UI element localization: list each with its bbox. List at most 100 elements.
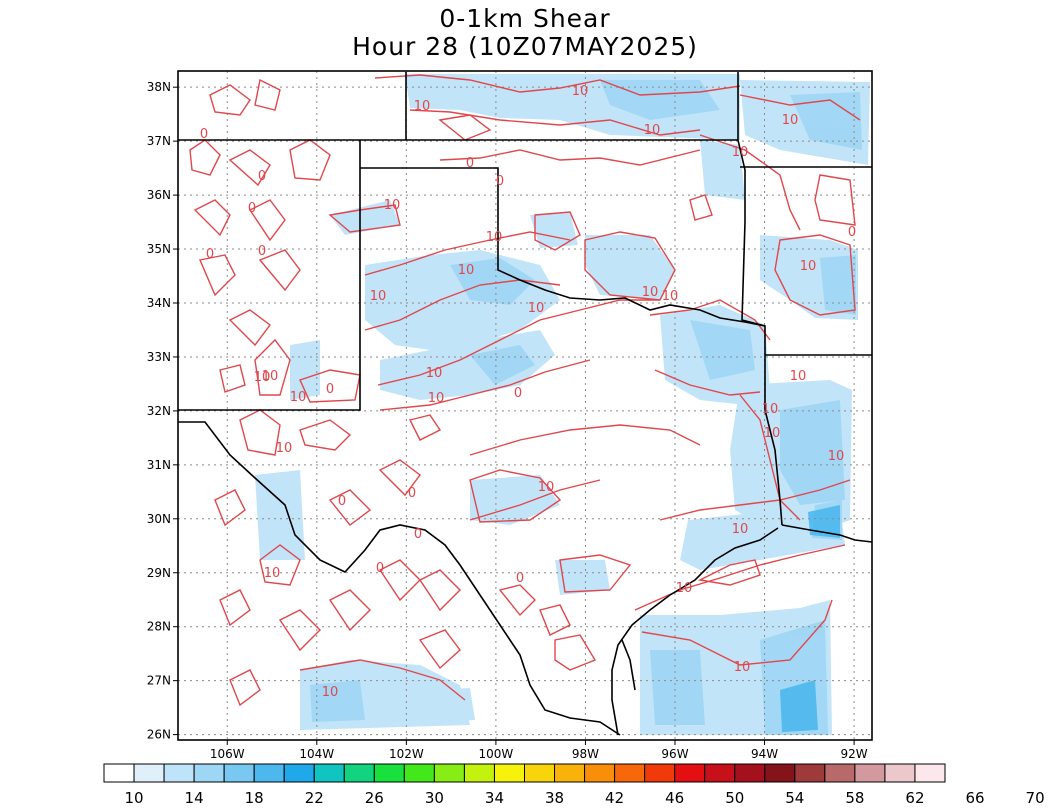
colorbar-swatch bbox=[674, 763, 706, 783]
contour-label-10: 10 bbox=[732, 522, 749, 537]
lat-tick-label: 37N bbox=[147, 134, 171, 148]
contour-label-0: 0 bbox=[258, 244, 266, 259]
lat-tick-label: 32N bbox=[147, 404, 171, 418]
contour-label-10: 10 bbox=[458, 263, 475, 278]
lon-tick-label: 104W bbox=[299, 747, 334, 761]
colorbar-label: 54 bbox=[785, 789, 804, 807]
contour-label-0: 0 bbox=[408, 486, 416, 501]
colorbar-label: 46 bbox=[665, 789, 684, 807]
contour-label-10: 10 bbox=[644, 123, 661, 138]
contour-label-10: 10 bbox=[384, 198, 401, 213]
contour-label-0: 0 bbox=[338, 494, 346, 509]
contour-label-10: 10 bbox=[414, 99, 431, 114]
colorbar-swatch bbox=[103, 763, 135, 783]
contour-label-10: 10 bbox=[642, 285, 659, 300]
colorbar-swatch bbox=[884, 763, 916, 783]
lat-tick-label: 35N bbox=[147, 242, 171, 256]
colorbar-label: 30 bbox=[425, 789, 444, 807]
contour-label-10: 10 bbox=[370, 289, 387, 304]
contour-label-10: 10 bbox=[262, 369, 279, 384]
lat-tick-label: 26N bbox=[147, 728, 171, 742]
colorbar-swatch bbox=[524, 763, 556, 783]
contour-label-0: 0 bbox=[848, 225, 856, 240]
lat-tick-label: 27N bbox=[147, 674, 171, 688]
contour-label-10: 10 bbox=[276, 441, 293, 456]
colorbar-label: 62 bbox=[905, 789, 924, 807]
colorbar-label: 66 bbox=[965, 789, 984, 807]
colorbar-swatch bbox=[223, 763, 255, 783]
colorbar-label: 42 bbox=[605, 789, 624, 807]
political-borders bbox=[178, 72, 872, 736]
colorbar-label: 22 bbox=[305, 789, 324, 807]
colorbar-swatch bbox=[313, 763, 345, 783]
colorbar: 10 14 18 22 26 30 34 38 42 46 50 54 58 62 66 70 bbox=[103, 763, 1045, 807]
graticule bbox=[178, 71, 872, 740]
colorbar-swatch bbox=[283, 763, 315, 783]
shear-contours bbox=[189, 74, 861, 707]
lat-tick-label: 34N bbox=[147, 296, 171, 310]
contour-label-10: 10 bbox=[538, 480, 555, 495]
lon-tick-label: 92W bbox=[841, 747, 868, 761]
axes: 26N 27N 28N 29N 30N 31N 32N 33N 34N 35N 36N 37N 38N 1… bbox=[147, 80, 868, 761]
contour-label-0: 0 bbox=[496, 174, 504, 189]
colorbar-label: 38 bbox=[545, 789, 564, 807]
colorbar-swatch bbox=[133, 763, 165, 783]
colorbar-swatch bbox=[493, 763, 526, 783]
colorbar-swatch bbox=[644, 763, 676, 783]
lon-tick-label: 102W bbox=[389, 747, 424, 761]
colorbar-label: 18 bbox=[245, 789, 264, 807]
lat-tick-label: 38N bbox=[147, 80, 171, 94]
contour-label-0: 0 bbox=[258, 169, 266, 184]
colorbar-swatch bbox=[403, 763, 435, 783]
shear-shading bbox=[255, 74, 870, 735]
colorbar-swatch bbox=[614, 763, 646, 783]
colorbar-label: 70 bbox=[1026, 789, 1045, 807]
colorbar-swatch bbox=[914, 763, 946, 783]
lon-tick-label: 98W bbox=[572, 747, 599, 761]
colorbar-label: 14 bbox=[185, 789, 204, 807]
colorbar-swatch bbox=[704, 763, 736, 783]
plot-frame bbox=[177, 70, 873, 741]
contour-label-0: 0 bbox=[206, 247, 214, 262]
map-subtitle: Hour 28 (10Z07MAY2025) bbox=[352, 32, 698, 61]
contour-label-10: 10 bbox=[676, 581, 693, 596]
colorbar-swatch bbox=[193, 763, 225, 783]
colorbar-swatch bbox=[854, 763, 886, 783]
contour-label-0: 0 bbox=[514, 386, 522, 401]
lat-tick-label: 31N bbox=[147, 458, 171, 472]
lon-tick-label: 106W bbox=[210, 747, 245, 761]
lon-tick-label: 100W bbox=[479, 747, 514, 761]
contour-label-0: 0 bbox=[326, 382, 334, 397]
contour-label-10: 10 bbox=[734, 660, 751, 675]
contour-label-0: 0 bbox=[376, 561, 384, 576]
contour-label-10: 10 bbox=[290, 390, 307, 405]
colorbar-swatch bbox=[764, 763, 796, 783]
contour-label-10: 10 bbox=[322, 685, 339, 700]
contour-label-10: 10 bbox=[264, 566, 281, 581]
map-title: 0-1km Shear bbox=[439, 4, 611, 33]
colorbar-label: 26 bbox=[365, 789, 384, 807]
colorbar-swatch bbox=[163, 763, 195, 783]
colorbar-label: 34 bbox=[485, 789, 504, 807]
contour-label-10: 10 bbox=[662, 289, 679, 304]
colorbar-swatch bbox=[554, 763, 586, 783]
colorbar-label: 58 bbox=[845, 789, 864, 807]
colorbar-swatch bbox=[824, 763, 856, 783]
contour-label-10: 10 bbox=[528, 301, 545, 316]
lat-tick-label: 30N bbox=[147, 512, 171, 526]
contour-label-0: 0 bbox=[200, 127, 208, 142]
lat-tick-label: 28N bbox=[147, 620, 171, 634]
contour-label-10: 10 bbox=[790, 369, 807, 384]
contour-label-10: 10 bbox=[428, 391, 445, 406]
contour-label-10: 10 bbox=[254, 370, 271, 385]
contour-label-0: 0 bbox=[414, 527, 422, 542]
contour-label-10: 10 bbox=[426, 366, 443, 381]
lat-tick-label: 33N bbox=[147, 350, 171, 364]
contour-label-10: 10 bbox=[782, 113, 799, 128]
colorbar-swatch bbox=[373, 763, 405, 783]
colorbar-swatch bbox=[463, 763, 495, 783]
colorbar-label: 50 bbox=[725, 789, 744, 807]
colorbar-swatch bbox=[253, 763, 285, 783]
